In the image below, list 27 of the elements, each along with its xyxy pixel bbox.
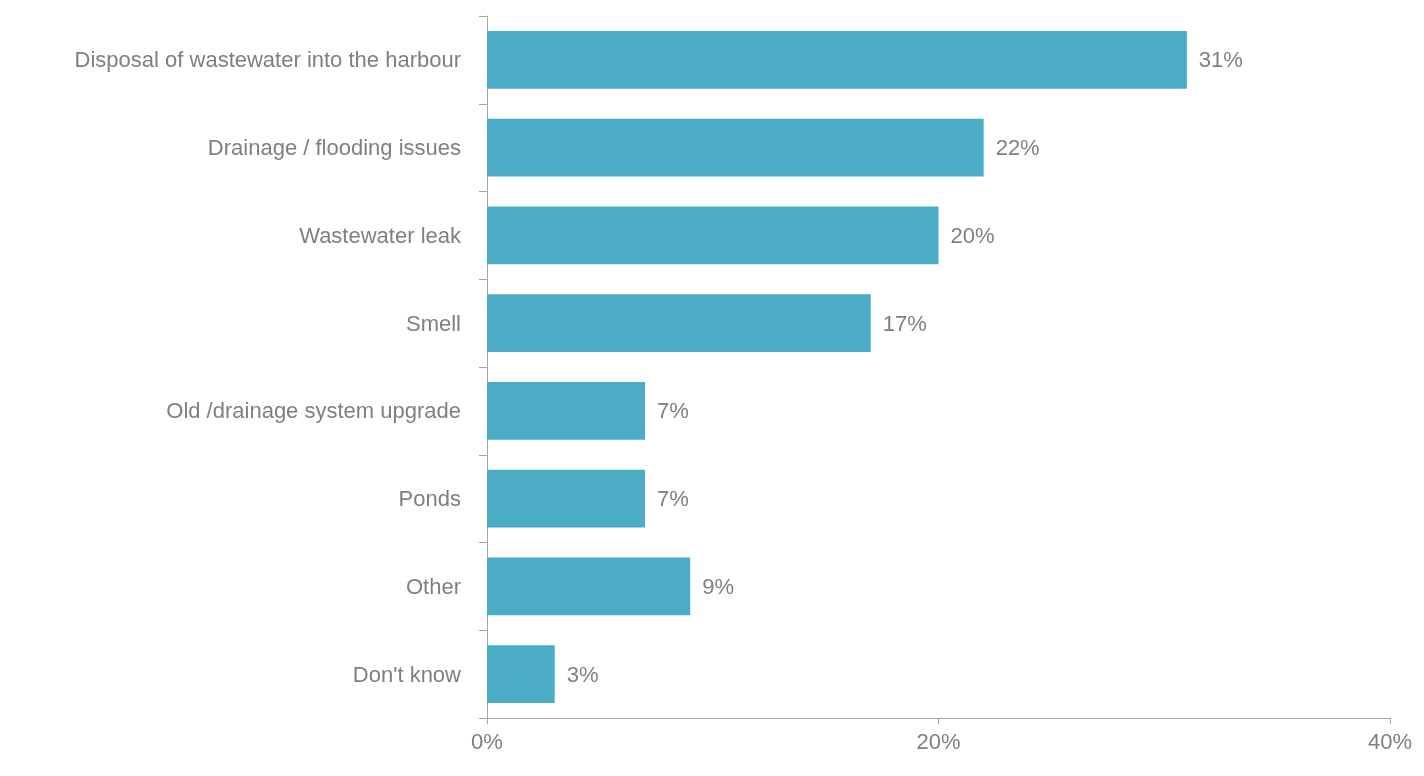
x-tick-label: 20% bbox=[916, 728, 961, 754]
y-tick-label: Don't know bbox=[352, 661, 462, 687]
bar bbox=[487, 645, 555, 704]
y-tick-label: Other bbox=[405, 573, 461, 599]
bar bbox=[487, 381, 646, 440]
data-label: 7% bbox=[657, 486, 689, 512]
bar bbox=[487, 294, 871, 353]
data-label: 7% bbox=[657, 398, 689, 424]
y-tick-label: Drainage / flooding issues bbox=[207, 135, 461, 161]
y-tick-label: Wastewater leak bbox=[299, 222, 462, 248]
bar bbox=[487, 557, 691, 616]
bar bbox=[487, 469, 646, 528]
data-label: 31% bbox=[1198, 47, 1243, 73]
x-tick-label: 0% bbox=[471, 728, 503, 754]
y-tick-label: Ponds bbox=[398, 486, 461, 512]
data-label: 9% bbox=[702, 573, 734, 599]
data-label: 3% bbox=[566, 661, 599, 687]
bar bbox=[487, 118, 984, 177]
bar bbox=[487, 30, 1187, 89]
y-tick-label: Smell bbox=[405, 310, 461, 336]
data-label: 17% bbox=[882, 310, 927, 336]
data-label: 22% bbox=[995, 135, 1040, 161]
bar bbox=[487, 206, 939, 265]
data-label: 20% bbox=[950, 222, 995, 248]
y-tick-label: Old /drainage system upgrade bbox=[166, 398, 461, 424]
x-tick-label: 40% bbox=[1367, 728, 1413, 754]
y-tick-label: Disposal of wastewater into the harbour bbox=[74, 47, 461, 73]
